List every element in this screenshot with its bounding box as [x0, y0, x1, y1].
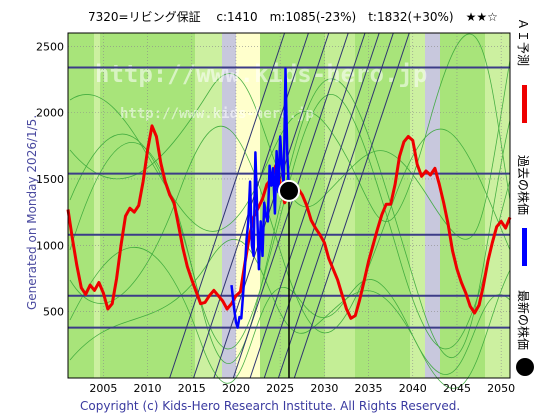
latest-price-marker	[278, 179, 300, 202]
legend-dot-black	[516, 358, 534, 376]
y-tick-label: 500	[43, 306, 64, 319]
y-tick-label: 2500	[36, 40, 64, 53]
legend-item-past-price: 過去の株価	[516, 155, 531, 266]
y-axis-ticks: 500 1000 1500 2000 2500	[36, 40, 64, 318]
x-tick-label: 2005	[89, 382, 117, 395]
x-tick-label: 2040	[399, 382, 427, 395]
channel-line	[263, 32, 380, 379]
x-tick-label: 2020	[222, 382, 250, 395]
x-tick-label: 2015	[178, 382, 206, 395]
channel-line	[213, 32, 330, 379]
watermark-text: http://www.kids-hero.jp	[95, 60, 427, 88]
x-tick-label: 2050	[487, 382, 515, 395]
trend-channel-lines	[169, 32, 410, 379]
x-tick-label: 2045	[443, 382, 471, 395]
y-tick-label: 1000	[36, 239, 64, 252]
legend-label-ai-forecast: ＡＩ予測	[516, 18, 530, 66]
x-tick-label: 2035	[355, 382, 383, 395]
x-axis-ticks: 2005 2010 2015 2020 2025 2030 2035 2040 2045 2050	[89, 382, 515, 395]
legend-item-latest-price: 最新の株価	[516, 290, 534, 376]
past-price-line	[230, 67, 291, 329]
x-tick-label: 2010	[134, 382, 162, 395]
plot-frame	[67, 32, 511, 379]
channel-line	[277, 32, 394, 379]
watermark-text-2: http://www.kids-hero.jp	[120, 106, 314, 122]
legend-item-ai-forecast: ＡＩ予測	[516, 18, 530, 123]
legend-swatch-blue	[522, 228, 527, 266]
legend-label-past-price: 過去の株価	[516, 155, 531, 215]
grid-lines	[68, 33, 510, 379]
y-tick-label: 2000	[36, 107, 64, 120]
channel-line	[232, 32, 349, 379]
latest-price-marker-group	[278, 179, 300, 202]
y-tick-label: 1500	[36, 173, 64, 186]
legend-label-latest-price: 最新の株価	[516, 290, 531, 350]
watermark: http://www.kids-hero.jp http://www.kids-…	[95, 60, 427, 122]
channel-line	[293, 32, 410, 379]
channel-line	[169, 32, 286, 379]
chart-title: 7320=リビング保証 c:1410 m:1085(-23%) t:1832(+…	[88, 10, 498, 24]
legend-swatch-red	[522, 85, 527, 123]
x-tick-label: 2025	[266, 382, 294, 395]
generated-date-label: Generated on Monday 2026/1/5.	[25, 115, 39, 310]
copyright-notice: Copyright (c) Kids-Hero Research Institu…	[80, 399, 460, 413]
legend: ＡＩ予測 過去の株価 最新の株価	[516, 18, 534, 376]
x-tick-label: 2030	[310, 382, 338, 395]
